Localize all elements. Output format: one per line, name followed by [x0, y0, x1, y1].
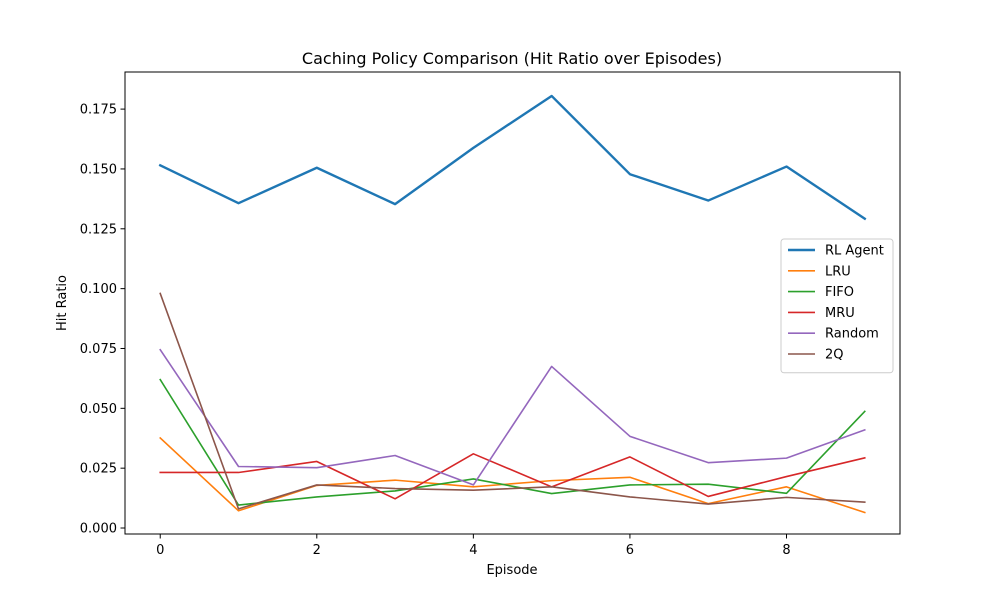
x-tick-label: 6 [626, 543, 634, 558]
y-tick-label: 0.075 [80, 342, 117, 357]
y-tick-label: 0.025 [80, 462, 117, 477]
legend-label: FIFO [825, 285, 854, 300]
y-tick-label: 0.000 [80, 522, 117, 537]
legend-label: LRU [825, 264, 851, 279]
series-layer [158, 94, 867, 514]
y-axis-label: Hit Ratio [55, 275, 70, 331]
legend-label: Random [825, 327, 879, 342]
legend-label: MRU [825, 306, 855, 321]
y-tick-label: 0.150 [80, 162, 117, 177]
series-line-fifo [159, 378, 866, 506]
axes-layer: 0 2 4 6 8 0.000 0.025 0.050 0.075 0.100 0.125 0.150… [80, 71, 901, 558]
chart-title: Caching Policy Comparison (Hit Ratio ove… [302, 49, 722, 68]
series-line-2q [159, 292, 866, 510]
x-axis-label: Episode [486, 563, 537, 578]
legend-label: RL Agent [825, 244, 884, 259]
y-tick-label: 0.125 [80, 222, 117, 237]
x-tick-label: 2 [313, 543, 321, 558]
x-tick-label: 4 [469, 543, 477, 558]
x-tick-label: 0 [156, 543, 164, 558]
plot-area [125, 72, 900, 534]
series-line-random [159, 348, 866, 486]
series-line-lru [159, 436, 866, 514]
legend-label: 2Q [825, 348, 844, 363]
y-tick-label: 0.175 [80, 103, 117, 118]
series-line-rl-agent [158, 94, 867, 221]
axes-frame [124, 71, 901, 535]
x-tick-label: 8 [782, 543, 790, 558]
legend: RL Agent LRU FIFO MRU Random 2Q [780, 238, 894, 374]
plot-background [125, 72, 900, 534]
y-tick-label: 0.100 [80, 282, 117, 297]
y-tick-label: 0.050 [80, 402, 117, 417]
legend-box [780, 238, 894, 374]
